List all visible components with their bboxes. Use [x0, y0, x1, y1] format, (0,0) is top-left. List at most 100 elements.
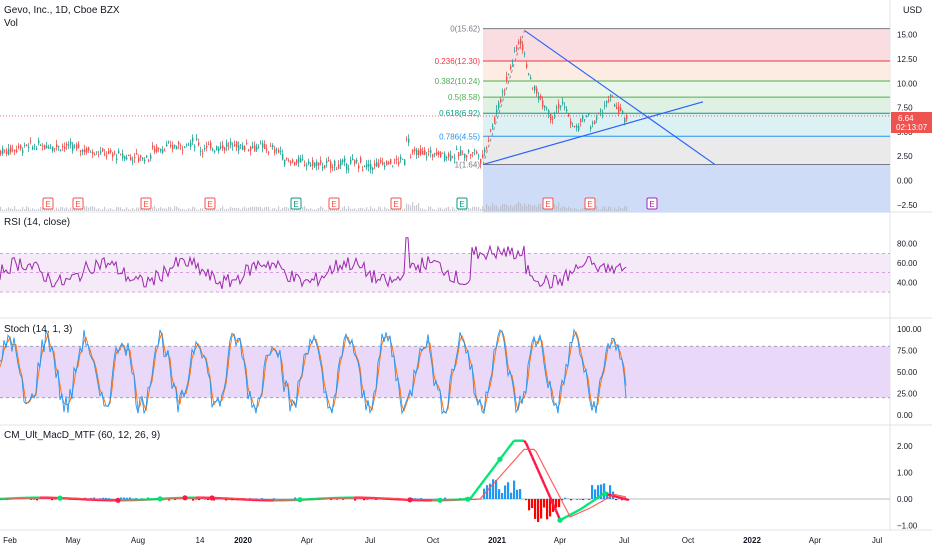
candle-body — [506, 76, 508, 81]
volume-bar — [246, 208, 248, 211]
volume-bar — [12, 208, 14, 211]
volume-bar — [420, 208, 422, 211]
earnings-marker[interactable] — [328, 197, 340, 210]
macd-pane-title[interactable]: CM_Ult_MacD_MTF (60, 12, 26, 9) — [4, 430, 161, 441]
candle-body — [224, 147, 226, 151]
volume-bar — [94, 207, 96, 211]
volume-bar — [576, 209, 578, 211]
volume-bar — [334, 209, 336, 211]
stoch-pane-title[interactable]: Stoch (14, 1, 3) — [4, 324, 73, 335]
candle-body — [394, 159, 396, 161]
macd-line-segment — [575, 509, 579, 513]
candle-body — [300, 158, 302, 163]
candle-body — [622, 111, 624, 113]
bar-countdown: 02:13:07 — [896, 123, 928, 132]
volume-bar — [238, 207, 240, 211]
macd-line-segment — [579, 507, 583, 511]
volume-bar — [360, 207, 362, 211]
macd-histogram-bar — [420, 498, 423, 499]
earnings-marker[interactable] — [390, 197, 402, 210]
earnings-marker[interactable] — [140, 197, 152, 210]
volume-bar — [170, 207, 172, 211]
candle-body — [92, 151, 94, 154]
volume-bar — [524, 203, 526, 211]
time-axis-label: 14 — [196, 536, 205, 545]
symbol-title[interactable]: Gevo, Inc., 1D, Cboe BZX — [4, 5, 120, 16]
candle-body — [240, 144, 242, 146]
volume-bar — [144, 208, 146, 211]
earnings-marker[interactable] — [584, 197, 596, 210]
earnings-marker[interactable] — [204, 197, 216, 210]
candle-body — [546, 107, 548, 109]
volume-bar — [6, 208, 8, 211]
time-axis-label: Apr — [554, 536, 567, 545]
volume-bar — [128, 209, 130, 211]
earnings-marker[interactable] — [542, 197, 554, 210]
volume-bar — [456, 209, 458, 211]
candle-body — [466, 155, 468, 158]
volume-bar — [140, 208, 142, 211]
volume-bar — [448, 206, 450, 211]
volume-bar — [310, 208, 312, 211]
candle-body — [162, 149, 164, 153]
candle-body — [110, 149, 112, 153]
macd-histogram-bar — [336, 499, 339, 500]
volume-label[interactable]: Vol — [4, 18, 18, 29]
earnings-marker[interactable] — [456, 197, 468, 210]
candle-body — [310, 164, 312, 166]
earnings-marker[interactable] — [646, 197, 658, 210]
candle-body — [26, 145, 28, 147]
candle-body — [64, 146, 66, 149]
candle-body — [32, 147, 34, 150]
earnings-marker[interactable] — [290, 197, 302, 210]
volume-bar — [482, 206, 484, 211]
volume-bar — [134, 209, 136, 211]
rsi-axis-tick: 80.00 — [897, 240, 918, 249]
earnings-marker-label: E — [459, 200, 464, 209]
volume-bar — [424, 209, 426, 211]
candle-body — [48, 147, 50, 149]
candle-body — [440, 152, 442, 158]
volume-bar — [608, 206, 610, 211]
macd-histogram-bar — [192, 499, 195, 501]
candle-body — [444, 153, 446, 161]
candle-body — [552, 119, 554, 121]
candle-body — [610, 94, 612, 97]
volume-bar — [538, 203, 540, 211]
candle-body — [160, 148, 162, 151]
candle-body — [570, 120, 572, 125]
rsi-pane-title[interactable]: RSI (14, close) — [4, 217, 71, 228]
volume-bar — [312, 209, 314, 211]
volume-bar — [282, 208, 284, 211]
volume-bar — [304, 206, 306, 211]
macd-cross-dot — [407, 497, 413, 503]
current-price-badge[interactable] — [891, 112, 932, 133]
volume-bar — [30, 209, 32, 211]
volume-bar — [20, 209, 22, 211]
candle-body — [272, 145, 274, 148]
macd-axis-tick: 2.00 — [897, 442, 913, 451]
macd-histogram-bar — [540, 499, 543, 519]
macd-histogram-bar — [294, 497, 297, 499]
macd-line-segment — [536, 469, 542, 475]
volume-bar — [508, 206, 510, 211]
volume-bar — [574, 207, 576, 211]
candles-group — [0, 36, 628, 175]
volume-bar — [436, 209, 438, 211]
macd-line-segment — [591, 499, 595, 503]
currency-label[interactable]: USD — [903, 5, 923, 15]
candle-body — [178, 141, 180, 145]
volume-bar — [426, 209, 428, 211]
macd-histogram-bar — [126, 497, 129, 499]
macd-cross-dot — [209, 495, 215, 501]
volume-bar — [136, 207, 138, 211]
fib-level-label: 0.786(4.55) — [439, 132, 480, 141]
earnings-marker[interactable] — [72, 197, 84, 210]
candle-body — [122, 153, 124, 158]
candle-body — [402, 159, 404, 160]
earnings-marker-label: E — [207, 200, 212, 209]
candle-body — [66, 143, 68, 146]
macd-line-segment — [583, 504, 587, 508]
earnings-marker[interactable] — [42, 197, 54, 210]
